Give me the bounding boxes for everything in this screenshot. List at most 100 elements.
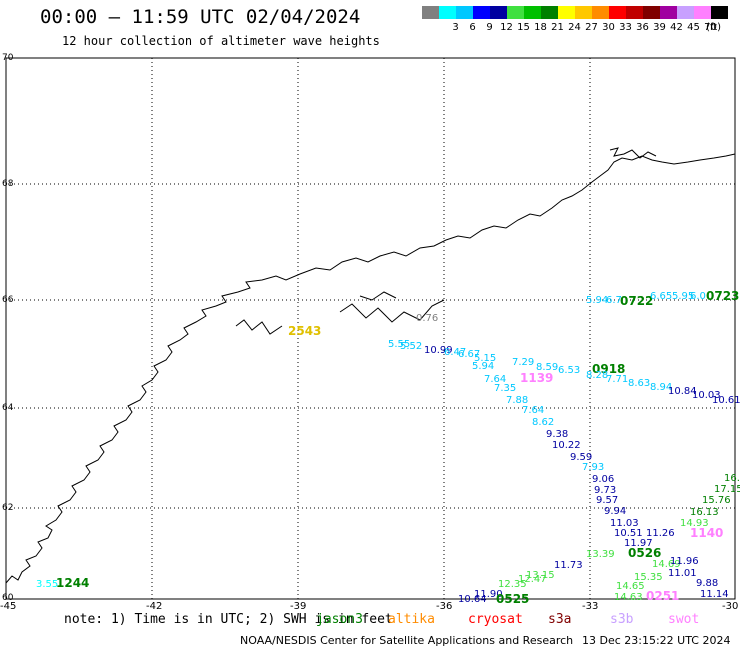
wave-height-label: 6.0 bbox=[690, 291, 706, 302]
legend-label: 21 bbox=[551, 22, 564, 33]
legend-label: 12 bbox=[500, 22, 513, 33]
wave-height-label: 9.94 bbox=[604, 506, 626, 517]
wave-height-label: 5.95 bbox=[672, 291, 694, 302]
wave-height-label: 3.55 bbox=[36, 579, 58, 590]
legend-swatch bbox=[524, 6, 541, 19]
wave-height-label: 7.71 bbox=[606, 374, 628, 385]
wave-height-label: 2543 bbox=[288, 324, 321, 338]
legend-unit: (ft) bbox=[706, 22, 722, 33]
legend-swatch bbox=[626, 6, 643, 19]
lon-label: -45 bbox=[0, 601, 16, 612]
wave-height-label: 5.52 bbox=[400, 341, 422, 352]
satellite-s3b: s3b bbox=[610, 612, 634, 627]
legend-swatch bbox=[439, 6, 456, 19]
legend-swatch bbox=[507, 6, 524, 19]
wave-height-label: 8.63 bbox=[628, 378, 650, 389]
wave-height-label: 11.26 bbox=[646, 528, 675, 539]
legend-swatch bbox=[711, 6, 728, 19]
satellite-swot: swot bbox=[668, 612, 700, 627]
wave-height-label: 1139 bbox=[520, 371, 553, 385]
wave-height-label: 13.15 bbox=[526, 570, 555, 581]
legend-label: 39 bbox=[653, 22, 666, 33]
note-text: note: 1) Time is in UTC; 2) SWH is in fe… bbox=[64, 612, 393, 627]
wave-height-label: 17.15 bbox=[714, 484, 740, 495]
wave-height-label: 5.94 bbox=[586, 295, 608, 306]
legend-label: 42 bbox=[670, 22, 683, 33]
wave-height-label: 8.62 bbox=[532, 417, 554, 428]
legend-swatch bbox=[456, 6, 473, 19]
wave-height-label: 6.67 bbox=[458, 349, 480, 360]
lon-label: -33 bbox=[582, 601, 598, 612]
lat-label: 70 bbox=[2, 53, 14, 63]
wave-height-label: 9.59 bbox=[570, 452, 592, 463]
legend-swatch bbox=[575, 6, 592, 19]
wave-height-label: 7.29 bbox=[512, 357, 534, 368]
wave-height-label: 5.15 bbox=[474, 353, 496, 364]
credit-text: NOAA/NESDIS Center for Satellite Applica… bbox=[240, 634, 574, 647]
wave-height-label: 7.64 bbox=[484, 374, 506, 385]
wave-height-label: 15.35 bbox=[634, 572, 663, 583]
wave-height-label: 0722 bbox=[620, 294, 653, 308]
wave-height-label: 7.35 bbox=[494, 383, 516, 394]
wave-height-label: 10.03 bbox=[692, 390, 721, 401]
wave-height-label: 12.35 bbox=[498, 579, 527, 590]
legend-swatch bbox=[541, 6, 558, 19]
wave-height-label: 14.93 bbox=[680, 518, 709, 529]
wave-height-label: 14.63 bbox=[614, 592, 643, 603]
legend-label: 18 bbox=[534, 22, 547, 33]
wave-height-label: 0525 bbox=[496, 592, 529, 606]
legend-label: 15 bbox=[517, 22, 530, 33]
lat-label: 60 bbox=[2, 593, 14, 603]
wave-height-label: 0723 bbox=[706, 289, 739, 303]
wave-height-label: 6.7 bbox=[606, 295, 622, 306]
legend-label: 30 bbox=[602, 22, 615, 33]
wave-height-label: 7.93 bbox=[582, 462, 604, 473]
wave-height-label: 9.38 bbox=[546, 429, 568, 440]
lat-label: 62 bbox=[2, 503, 13, 513]
legend-swatch bbox=[473, 6, 490, 19]
legend-label: 27 bbox=[585, 22, 598, 33]
wave-height-label: 9.88 bbox=[696, 578, 718, 589]
wave-height-label: 6.47 bbox=[444, 347, 466, 358]
legend-swatch bbox=[643, 6, 660, 19]
wave-height-label: 15.76 bbox=[702, 495, 731, 506]
wave-height-label: 11.97 bbox=[624, 538, 653, 549]
wave-height-label: 7.88 bbox=[506, 395, 528, 406]
wave-height-label: 8.59 bbox=[536, 362, 558, 373]
wave-height-label: 0918 bbox=[592, 362, 625, 376]
wave-height-label: 6.53 bbox=[558, 365, 580, 376]
wave-height-label: 6.65 bbox=[650, 291, 672, 302]
lon-label: -30 bbox=[722, 601, 738, 612]
legend-swatch bbox=[677, 6, 694, 19]
lon-label: -36 bbox=[436, 601, 452, 612]
legend-label: 33 bbox=[619, 22, 632, 33]
satellite-jason3: jason3 bbox=[316, 612, 363, 627]
legend-swatch bbox=[609, 6, 626, 19]
map-frame bbox=[5, 57, 736, 600]
legend-swatch bbox=[558, 6, 575, 19]
wave-height-label: 7.64 bbox=[522, 405, 544, 416]
wave-height-label: 11.01 bbox=[668, 568, 697, 579]
legend-swatch bbox=[490, 6, 507, 19]
lat-label: 68 bbox=[2, 179, 14, 189]
greenland-coastline bbox=[5, 153, 736, 584]
wave-height-label: 10.99 bbox=[424, 345, 453, 356]
wave-height-label: 9.06 bbox=[592, 474, 614, 485]
wave-height-label: 10.64 bbox=[458, 594, 487, 605]
satellite-cryosat: cryosat bbox=[468, 612, 523, 627]
wave-height-label: 11.96 bbox=[670, 556, 699, 567]
wave-height-label: 11.90 bbox=[474, 589, 503, 600]
lat-label: 64 bbox=[2, 403, 14, 413]
wave-height-label: 14.65 bbox=[616, 581, 645, 592]
wave-height-label: 0251 bbox=[646, 589, 679, 603]
lon-labels: -45 -42 -39 -36 -33 -30 bbox=[0, 601, 738, 612]
greenland-fjords bbox=[235, 147, 657, 335]
wave-height-label: 5.55 bbox=[388, 339, 410, 350]
lat-labels: 60 62 64 66 68 70 bbox=[2, 53, 14, 603]
wave-height-label: 10.51 bbox=[614, 528, 643, 539]
wave-height-label: 5.94 bbox=[472, 361, 494, 372]
legend-label: 9 bbox=[486, 22, 493, 33]
lat-label: 66 bbox=[2, 295, 14, 305]
